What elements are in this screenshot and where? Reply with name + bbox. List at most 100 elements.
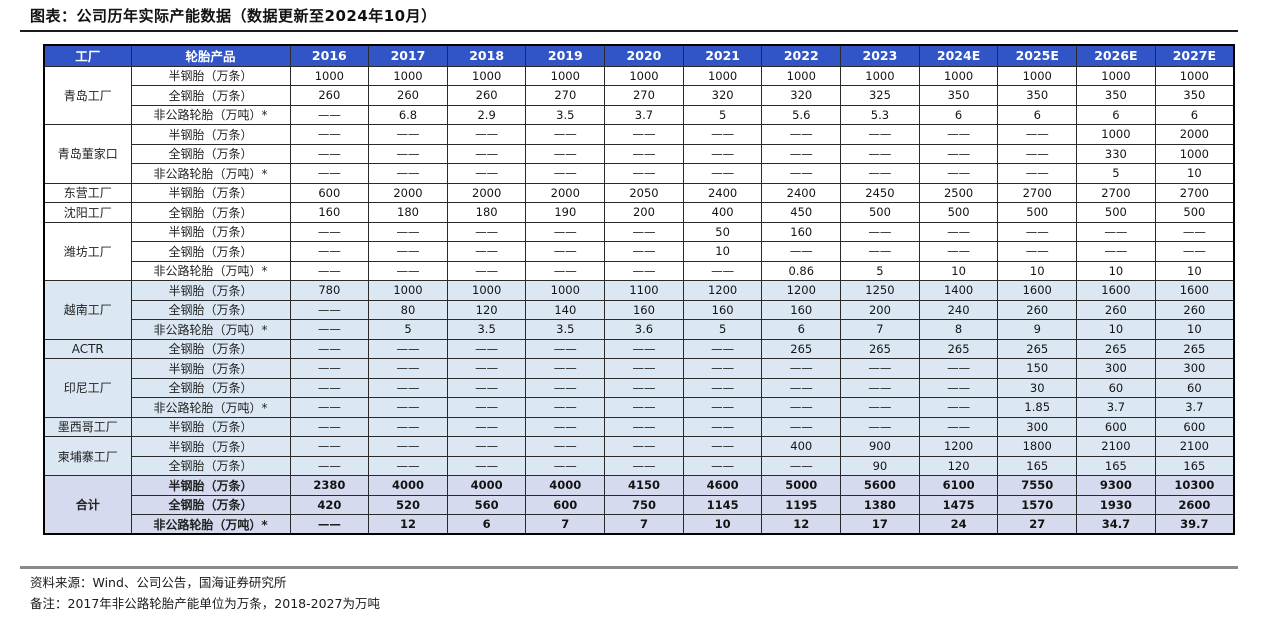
value-cell: 265 [1154,338,1235,359]
value-cell: 1250 [840,280,920,301]
value-cell: 1000 [525,280,606,301]
value-cell: 50 [682,221,763,242]
table-row: 东营工厂 半钢胎（万条） 600 2000 2000 2000 2050 2400 2400 24… [43,182,1235,203]
value-cell: 500 [997,202,1078,223]
value-cell: 260 [368,85,448,106]
value-cell: —— [289,377,370,398]
value-cell: 1000 [997,65,1078,86]
value-cell: —— [446,124,527,145]
value-cell: 2450 [840,182,920,203]
product-cell: 全钢胎（万条） [130,377,291,398]
value-cell: —— [604,455,684,476]
product-cell: 全钢胎（万条） [130,494,291,515]
value-cell: 1930 [1076,494,1156,515]
value-cell: 1000 [368,65,448,86]
capacity-table-body: 青岛工厂 半钢胎（万条） 1000 1000 1000 1000 1000 1000 1000 1… [43,65,1235,535]
value-cell: 5 [840,260,920,281]
value-cell: 2600 [1154,494,1235,515]
product-cell: 全钢胎（万条） [130,455,291,476]
value-cell: —— [761,124,842,145]
value-cell: —— [604,124,684,145]
value-cell: 600 [525,494,606,515]
table-row: 墨西哥工厂 半钢胎（万条） —— —— —— —— —— —— —— —— —— 300 600 600 [43,416,1235,437]
value-cell: 120 [446,299,527,320]
value-cell: 165 [1076,455,1156,476]
value-cell: 400 [761,436,842,457]
value-cell: 1000 [1154,143,1235,164]
value-cell: 165 [1154,455,1235,476]
value-cell: —— [1154,221,1235,242]
value-cell: —— [446,221,527,242]
value-cell: 6 [1154,104,1235,125]
value-cell: 1400 [918,280,999,301]
value-cell: 2000 [368,182,448,203]
value-cell: 500 [1076,202,1156,223]
table-row: 潍坊工厂 半钢胎（万条） —— —— —— —— —— 50 160 —— —— —— —— —— [43,221,1235,281]
value-cell: 2000 [525,182,606,203]
value-cell: 10 [1154,260,1235,281]
value-cell: 1000 [761,65,842,86]
value-cell: —— [289,241,370,262]
factory-cell: 东营工厂 [43,182,132,203]
value-cell: —— [604,221,684,242]
value-cell: 1000 [1154,65,1235,86]
table-row: 全钢胎（万条） 420 520 560 600 750 1145 1195 1380 1475 15… [44,494,1235,515]
value-cell: 2500 [918,182,999,203]
value-cell: —— [761,358,842,379]
value-cell: 39.7 [1154,514,1235,535]
value-cell: 350 [997,85,1078,106]
value-cell: 1475 [918,494,999,515]
value-cell: —— [289,416,370,437]
value-cell: 1200 [918,436,999,457]
value-cell: 60 [1154,377,1235,398]
year-column-header: 2026E [1076,44,1156,67]
factory-cell: 合计 [43,475,132,535]
table-row: 全钢胎（万条） 260 260 260 270 270 320 320 325 350 350 350… [44,85,1235,106]
value-cell: 1145 [682,494,763,515]
value-cell: 500 [918,202,999,223]
value-cell: —— [997,241,1078,262]
table-row: 越南工厂 半钢胎（万条） 780 1000 1000 1000 1100 1200 1200 12… [43,280,1235,340]
value-cell: 165 [997,455,1078,476]
table-row: 沈阳工厂 全钢胎（万条） 160 180 180 190 200 400 450 500 500 50… [43,202,1235,223]
value-cell: 325 [840,85,920,106]
value-cell: —— [289,143,370,164]
value-cell: —— [997,221,1078,242]
value-cell: 300 [1076,358,1156,379]
value-cell: 350 [1154,85,1235,106]
year-column-header: 2019 [525,44,606,67]
factory-cell: 潍坊工厂 [43,221,132,281]
value-cell: —— [761,241,842,262]
value-cell: 1000 [368,280,448,301]
value-cell: 9 [997,319,1078,340]
value-cell: —— [368,241,448,262]
value-cell: 265 [840,338,920,359]
value-cell: 4600 [682,475,763,496]
value-cell: 1600 [1076,280,1156,301]
value-cell: 3.7 [1076,397,1156,418]
value-cell: 320 [761,85,842,106]
value-cell: 10300 [1154,475,1235,496]
value-cell: 265 [1076,338,1156,359]
value-cell: 0.86 [761,260,842,281]
value-cell: 2050 [604,182,684,203]
value-cell: —— [604,241,684,262]
year-column-header: 2020 [604,44,684,67]
value-cell: 5 [368,319,448,340]
value-cell: —— [997,163,1078,184]
value-cell: 300 [1154,358,1235,379]
value-cell: —— [446,436,527,457]
value-cell: —— [446,397,527,418]
value-cell: —— [604,358,684,379]
value-cell: 180 [368,202,448,223]
value-cell: —— [289,455,370,476]
value-cell: —— [682,124,763,145]
value-cell: 1000 [604,65,684,86]
value-cell: —— [525,436,606,457]
value-cell: 10 [682,241,763,262]
value-cell: —— [1154,241,1235,262]
value-cell: 4000 [368,475,448,496]
value-cell: 5600 [840,475,920,496]
product-cell: 非公路轮胎（万吨）* [130,163,291,184]
value-cell: 520 [368,494,448,515]
